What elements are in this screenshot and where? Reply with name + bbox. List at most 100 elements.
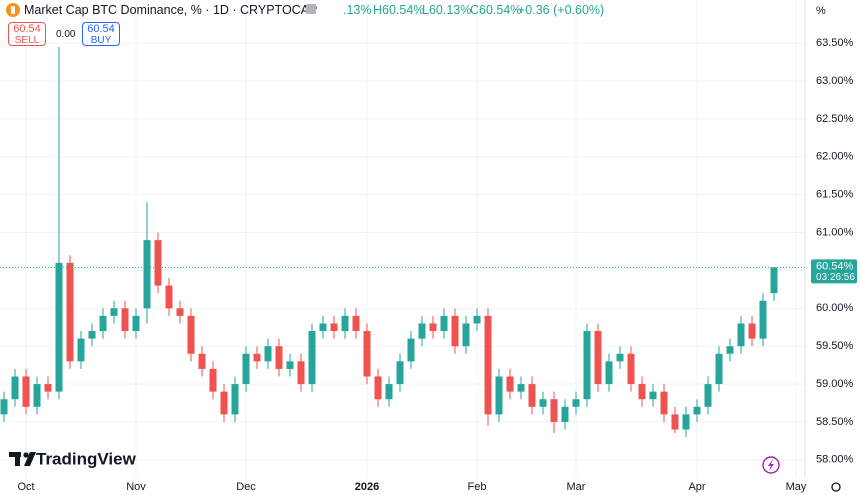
- candles: [0, 46, 778, 438]
- change: +0.36 (+0.60%): [518, 3, 605, 17]
- candle-body: [396, 361, 404, 385]
- candle-body: [275, 346, 283, 369]
- candle-body: [330, 323, 338, 332]
- candle-body: [143, 240, 151, 309]
- y-tick-label: 60.00%: [816, 302, 854, 314]
- sell-label: SELL: [14, 35, 40, 46]
- y-tick-label: 59.00%: [816, 378, 854, 390]
- last-price-box: [811, 259, 857, 284]
- candle-body: [737, 323, 745, 347]
- candle-body: [605, 361, 613, 385]
- buy-price: 60.54: [87, 23, 115, 35]
- candle-body: [682, 414, 690, 430]
- candle-body: [418, 323, 426, 339]
- x-tick-label: Nov: [126, 481, 146, 493]
- candle-body: [451, 315, 459, 347]
- y-tick-label: 58.00%: [816, 454, 854, 466]
- x-tick-label: May: [786, 481, 807, 493]
- lightning-button[interactable]: [762, 456, 780, 474]
- flag[interactable]: [306, 4, 316, 14]
- x-tick-label: Mar: [567, 481, 586, 493]
- ohlc-close: C60.54%: [470, 3, 522, 17]
- candle-body: [649, 391, 657, 400]
- candle-body: [165, 285, 173, 309]
- candle-body: [671, 414, 679, 430]
- candle-body: [473, 315, 481, 324]
- candle-body: [55, 262, 63, 392]
- candle-body: [616, 353, 624, 362]
- spread: 0.00: [56, 29, 76, 40]
- candle-body: [594, 331, 602, 385]
- candle-body: [242, 353, 250, 385]
- y-tick-label: 58.50%: [816, 416, 854, 428]
- candle-body: [440, 315, 448, 332]
- candle-body: [319, 323, 327, 332]
- candle-body: [187, 315, 195, 354]
- candle-body: [495, 376, 503, 415]
- candle-body: [517, 384, 525, 392]
- brand: TradingView: [36, 449, 137, 468]
- coin-icon: [6, 3, 20, 17]
- candle-body: [308, 331, 316, 385]
- candle-body: [429, 323, 437, 332]
- candle-body: [121, 308, 129, 332]
- candle-body: [22, 376, 30, 407]
- candle-body: [561, 406, 569, 422]
- y-tick-label: 63.00%: [816, 75, 854, 87]
- candle-body: [132, 315, 140, 332]
- x-tick-label: Dec: [236, 481, 256, 493]
- candle-body: [660, 391, 668, 415]
- candle-body: [759, 300, 767, 339]
- sell-button[interactable]: 60.54 SELL: [8, 22, 46, 46]
- y-tick-label: 59.50%: [816, 340, 854, 352]
- candle-body: [33, 384, 41, 407]
- candle-body: [44, 384, 52, 392]
- candle-body: [528, 384, 536, 407]
- x-tick-label: Oct: [17, 481, 34, 493]
- candle-body: [462, 323, 470, 347]
- candle-body: [583, 331, 591, 400]
- x-tick-label: Feb: [468, 481, 487, 493]
- candle-body: [407, 338, 415, 362]
- candle-body: [231, 384, 239, 415]
- candle-body: [627, 353, 635, 385]
- buy-button[interactable]: 60.54 BUY: [82, 22, 120, 46]
- candle-body: [66, 262, 74, 362]
- candle-body: [176, 308, 184, 316]
- ohlc-high: H60.54%: [373, 3, 425, 17]
- candle-body: [154, 240, 162, 286]
- candle-body: [715, 353, 723, 385]
- y-tick-label: 62.00%: [816, 151, 854, 163]
- y-tick-label: 61.50%: [816, 189, 854, 201]
- candle-body: [77, 338, 85, 362]
- candle-body: [286, 361, 294, 369]
- candle-body: [88, 331, 96, 339]
- axis-unit: %: [816, 5, 826, 17]
- logo: [9, 452, 36, 466]
- y-tick-label: 62.50%: [816, 113, 854, 125]
- candle-body: [484, 315, 492, 415]
- settings-button[interactable]: [831, 482, 841, 492]
- candle-body: [0, 399, 8, 415]
- candle-body: [198, 353, 206, 369]
- candle-body: [374, 376, 382, 400]
- candle-body: [110, 308, 118, 316]
- x-tick-label: 2026: [355, 481, 379, 493]
- candle-body: [352, 315, 360, 332]
- candle-body: [572, 399, 580, 407]
- candle-body: [726, 346, 734, 354]
- candle-body: [297, 361, 305, 385]
- countdown: 03:26:56: [816, 272, 855, 283]
- candle-body: [550, 399, 558, 422]
- candle-body: [385, 384, 393, 400]
- candle-body: [253, 353, 261, 362]
- y-tick-label: 63.50%: [816, 37, 854, 49]
- symbol: Market Cap BTC Dominance, % · 1D · CRYPT…: [24, 3, 318, 17]
- candle-body: [506, 376, 514, 392]
- candle-body: [341, 315, 349, 332]
- candle-body: [693, 406, 701, 415]
- candle-body: [209, 368, 217, 392]
- candle-body: [264, 346, 272, 362]
- sell-price: 60.54: [13, 23, 41, 35]
